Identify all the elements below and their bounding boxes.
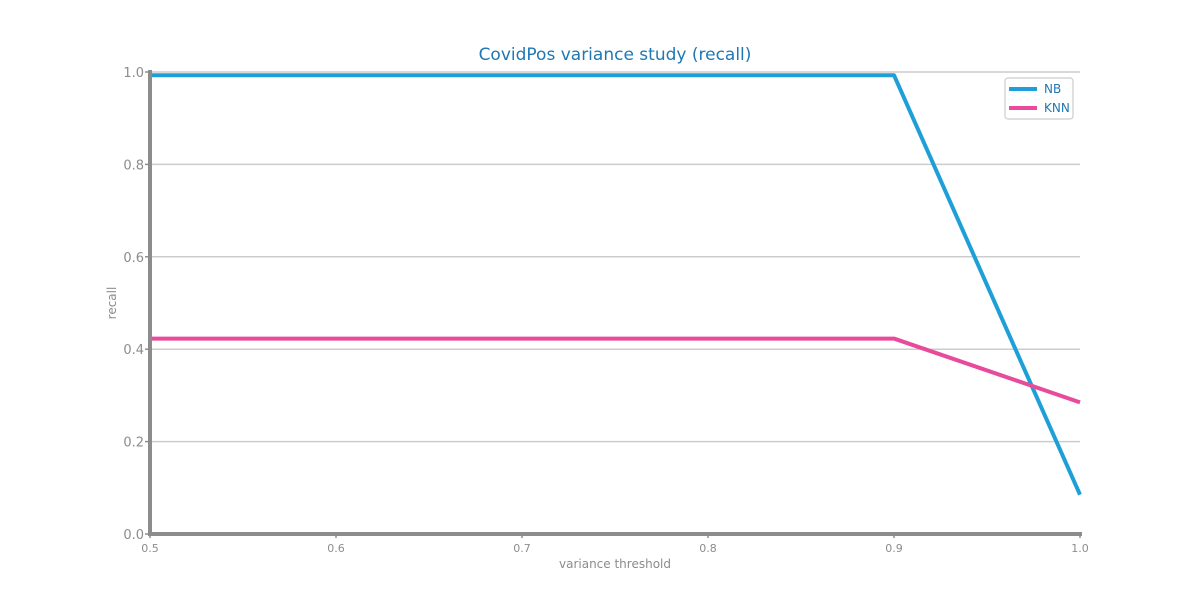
y-tick-label: 1.0 — [123, 66, 144, 81]
x-tick-label: 0.5 — [141, 542, 159, 555]
y-ticks: 0.0 0.2 0.4 0.6 0.8 1.0 — [123, 66, 150, 543]
y-axis-label: recall — [105, 287, 119, 320]
x-axis-label: variance threshold — [559, 557, 671, 571]
axes — [148, 70, 1082, 536]
y-tick-label: 0.4 — [123, 343, 144, 358]
y-tick-label: 0.2 — [123, 436, 144, 451]
x-ticks: 0.5 0.6 0.7 0.8 0.9 1.0 — [141, 534, 1089, 555]
x-tick-label: 0.6 — [327, 542, 345, 555]
legend-label-nb: NB — [1044, 82, 1061, 96]
y-tick-label: 0.6 — [123, 251, 144, 266]
y-tick-label: 0.0 — [123, 528, 144, 543]
legend-label-knn: KNN — [1044, 101, 1070, 115]
series-line-knn — [150, 336, 1081, 405]
x-tick-label: 0.7 — [513, 542, 531, 555]
y-tick-label: 0.8 — [123, 158, 144, 173]
series-line-nb — [150, 73, 1082, 496]
x-tick-label: 1.0 — [1071, 542, 1089, 555]
chart-title: CovidPos variance study (recall) — [479, 45, 752, 65]
legend: NB KNN — [1004, 77, 1074, 120]
grid — [150, 71, 1080, 443]
series-layer — [150, 73, 1082, 496]
x-tick-label: 0.8 — [699, 542, 717, 555]
x-tick-label: 0.9 — [885, 542, 903, 555]
